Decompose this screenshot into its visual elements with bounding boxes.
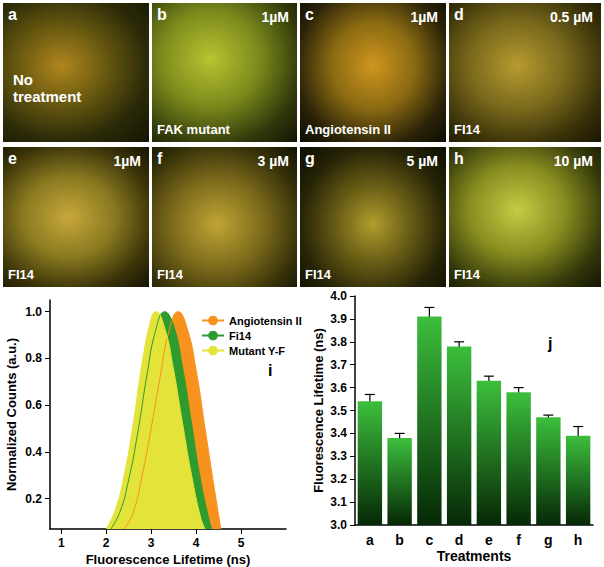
svg-text:0.4: 0.4 <box>25 445 42 459</box>
svg-text:4.0: 4.0 <box>330 289 347 303</box>
html-text:FI14: FI14 <box>454 267 480 282</box>
html-text:1µM: 1µM <box>261 9 289 25</box>
svg-text:3.6: 3.6 <box>330 381 347 395</box>
html-text:d: d <box>454 6 464 23</box>
svg-text:Treatments: Treatments <box>437 548 512 564</box>
svg-text:i: i <box>268 362 272 379</box>
svg-text:3.3: 3.3 <box>330 449 347 463</box>
svg-text:3.7: 3.7 <box>330 358 347 372</box>
svg-text:Fluorescence Lifetime (ns): Fluorescence Lifetime (ns) <box>86 552 251 567</box>
html-text:FI14: FI14 <box>8 267 34 282</box>
svg-text:2: 2 <box>103 536 110 550</box>
svg-text:Angiotensin II: Angiotensin II <box>229 315 302 327</box>
svg-text:3.8: 3.8 <box>330 335 347 349</box>
html-text:c: c <box>305 6 314 23</box>
html-text:3 µM: 3 µM <box>257 153 289 169</box>
svg-text:0.2: 0.2 <box>25 492 42 506</box>
svg-text:3.2: 3.2 <box>330 472 347 486</box>
svg-text:e: e <box>485 532 493 548</box>
html-text:5 µM: 5 µM <box>406 153 438 169</box>
html-text:0.5 µM: 0.5 µM <box>549 9 593 25</box>
svg-text:3.4: 3.4 <box>330 426 347 440</box>
svg-text:a: a <box>366 532 374 548</box>
svg-text:5: 5 <box>238 536 245 550</box>
html-text:FI14: FI14 <box>157 267 183 282</box>
svg-text:b: b <box>395 532 404 548</box>
html-text:FAK mutant: FAK mutant <box>157 122 230 137</box>
html-text:No treatment: No treatment <box>13 71 82 105</box>
html-text:Angiotensin II: Angiotensin II <box>305 122 391 137</box>
html-text:10 µM: 10 µM <box>553 153 593 169</box>
svg-text:Normalized Counts (a.u.): Normalized Counts (a.u.) <box>4 338 19 491</box>
svg-text:g: g <box>544 532 553 548</box>
svg-text:d: d <box>455 532 464 548</box>
svg-text:3: 3 <box>148 536 155 550</box>
html-text:FI14: FI14 <box>454 122 480 137</box>
html-text:e: e <box>8 150 17 167</box>
html-text:FI14: FI14 <box>305 267 331 282</box>
html-text:b: b <box>157 6 167 23</box>
svg-text:3.5: 3.5 <box>330 404 347 418</box>
html-text:f: f <box>157 150 163 167</box>
svg-text:0.8: 0.8 <box>25 351 42 365</box>
svg-text:1.0: 1.0 <box>25 305 42 319</box>
svg-text:3.0: 3.0 <box>330 518 347 532</box>
svg-text:c: c <box>425 532 433 548</box>
svg-text:0.6: 0.6 <box>25 398 42 412</box>
html-text:1µM: 1µM <box>113 153 141 169</box>
svg-text:f: f <box>516 532 521 548</box>
svg-text:Fluorescence Lifetime (ns): Fluorescence Lifetime (ns) <box>311 328 326 493</box>
svg-text:3.9: 3.9 <box>330 312 347 326</box>
html-text:1µM: 1µM <box>410 9 438 25</box>
svg-text:1: 1 <box>58 536 65 550</box>
html-text:h: h <box>454 150 464 167</box>
html-text:a: a <box>8 6 17 23</box>
svg-text:3.1: 3.1 <box>330 495 347 509</box>
svg-text:h: h <box>574 532 583 548</box>
svg-text:j: j <box>547 335 552 352</box>
svg-text:Mutant Y-F: Mutant Y-F <box>229 345 285 357</box>
svg-text:4: 4 <box>193 536 200 550</box>
svg-text:Fi14: Fi14 <box>229 330 252 342</box>
html-text:g: g <box>305 150 315 167</box>
